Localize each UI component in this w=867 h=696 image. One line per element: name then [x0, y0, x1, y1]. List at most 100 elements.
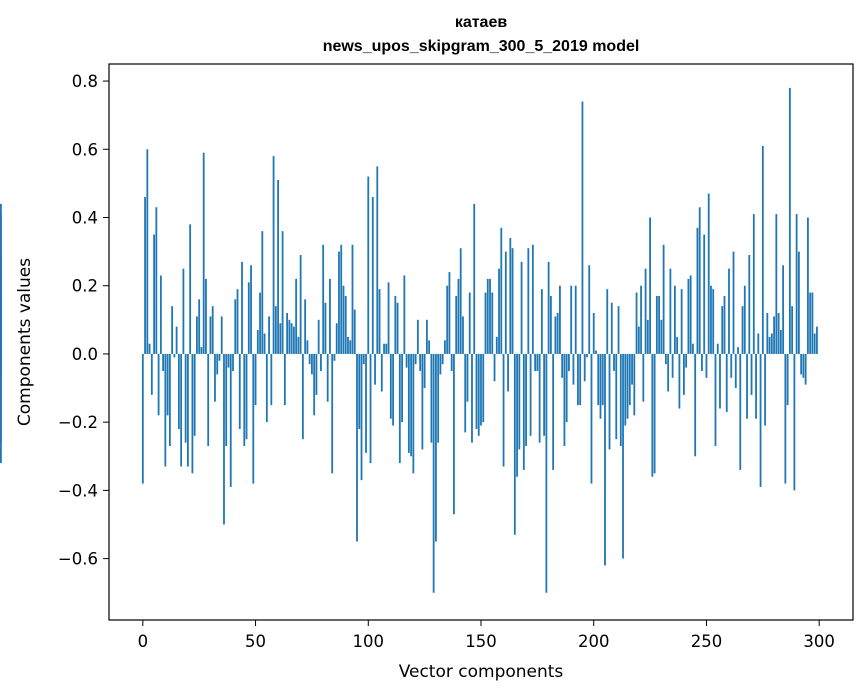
bar-68: [295, 278, 298, 354]
bar-213: [622, 353, 624, 559]
bar-242: [687, 278, 690, 354]
bar-201: [595, 350, 597, 354]
bar-61: [279, 323, 282, 354]
bar-16: [177, 353, 180, 429]
bar-126: [425, 319, 428, 354]
bar-257: [721, 306, 724, 354]
bar-83: [329, 278, 331, 354]
bar-138: [453, 353, 455, 515]
bar-31: [211, 306, 214, 354]
bar-207: [608, 353, 611, 450]
bar-165: [513, 353, 516, 535]
bar-77: [315, 353, 318, 395]
bar-134: [444, 340, 446, 354]
x-tick-label: 100: [353, 632, 385, 651]
bar-145: [468, 292, 471, 354]
bar-96: [358, 353, 361, 429]
bar-115: [401, 353, 403, 423]
bar-211: [617, 306, 620, 354]
bar-125: [423, 353, 426, 389]
bar-174: [534, 353, 537, 371]
bar-222: [642, 353, 645, 402]
bar-205: [604, 353, 606, 566]
bar-121: [414, 353, 417, 365]
bar-188: [565, 353, 568, 423]
bar-297: [811, 292, 814, 354]
bar-291: [797, 251, 800, 354]
bar-116: [403, 275, 406, 354]
x-tick-label: 200: [578, 632, 610, 651]
x-tick-label: 250: [691, 632, 723, 651]
bar-277: [766, 313, 769, 354]
bar-113: [396, 302, 399, 354]
bar-7: [157, 353, 160, 416]
bar-43: [238, 353, 241, 429]
bar-200: [592, 313, 595, 354]
bar-162: [507, 353, 509, 392]
bar-164: [511, 248, 514, 354]
bar-152: [484, 292, 487, 354]
bar-267: [743, 285, 746, 354]
bar-81: [324, 302, 327, 354]
bar-292: [800, 353, 803, 375]
bar-203: [599, 353, 602, 419]
bar-244: [692, 343, 694, 354]
bar-undefined: [0, 353, 2, 464]
bar-256: [719, 353, 721, 409]
bar-218: [633, 353, 636, 416]
bar-147: [473, 203, 476, 354]
bar-143: [464, 353, 467, 433]
bar-243: [689, 275, 692, 354]
bar-84: [331, 353, 334, 474]
y-tick-label: 0.8: [72, 72, 98, 91]
bar-29: [207, 353, 210, 447]
chart-title: катаев: [455, 14, 508, 31]
chart-subtitle: news_upos_skipgram_300_5_2019 model: [323, 38, 640, 55]
bar-275: [761, 145, 764, 354]
bar-49: [252, 353, 255, 484]
bar-241: [685, 353, 688, 368]
bar-128: [430, 353, 433, 443]
bar-44: [241, 261, 243, 354]
y-axis-label: Components values: [15, 258, 35, 426]
bar-40: [232, 353, 234, 371]
bar-3: [148, 343, 151, 354]
bar-262: [732, 251, 735, 354]
bar-170: [525, 353, 527, 447]
bar-212: [619, 353, 622, 447]
bar-284: [782, 265, 785, 354]
bar-191: [572, 353, 575, 385]
bar-108: [385, 343, 388, 354]
bar-105: [378, 289, 381, 354]
bar-154: [489, 278, 491, 354]
bar-undefined: [0, 258, 2, 354]
bar-25: [198, 299, 201, 354]
bar-26: [200, 347, 203, 354]
bar-175: [536, 353, 539, 371]
bar-296: [809, 292, 812, 354]
bar-155: [491, 292, 494, 354]
bar-46: [245, 353, 248, 440]
bar-245: [694, 353, 697, 457]
bar-185: [559, 285, 561, 354]
bar-283: [779, 330, 782, 354]
bar-182: [552, 353, 555, 470]
bar-255: [716, 343, 719, 354]
ticks-group: 0 50 100 150 200 250 300 −0.6 −0.4 −0.2 0.0 0.2 0.4 0…: [58, 72, 835, 651]
bar-151: [482, 353, 485, 423]
bar-179: [545, 353, 548, 593]
bar-146: [471, 353, 473, 443]
bar-204: [601, 353, 604, 406]
bar-173: [531, 244, 534, 354]
bar-92: [349, 340, 352, 354]
bar-69: [297, 336, 300, 354]
bar-220: [637, 326, 640, 354]
bar-272: [755, 353, 757, 419]
bar-15: [175, 326, 178, 354]
x-tick-label: 300: [803, 632, 835, 651]
bar-82: [326, 353, 329, 402]
bar-189: [568, 353, 570, 371]
bar-102: [371, 197, 374, 354]
bar-39: [229, 353, 232, 487]
bar-156: [493, 353, 496, 382]
